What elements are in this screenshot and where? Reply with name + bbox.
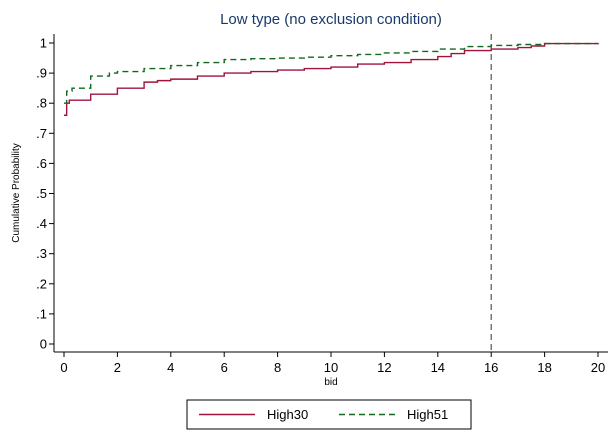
x-tick-label: 10 bbox=[324, 360, 338, 375]
legend: High30 High51 bbox=[186, 399, 472, 430]
x-tick-label: 0 bbox=[60, 360, 67, 375]
y-tick-label: .1 bbox=[36, 306, 47, 321]
x-tick-label: 12 bbox=[377, 360, 391, 375]
y-tick-label: .2 bbox=[36, 276, 47, 291]
x-tick-label: 16 bbox=[484, 360, 498, 375]
y-tick-label: .4 bbox=[36, 216, 47, 231]
y-tick-label: .5 bbox=[36, 186, 47, 201]
series-line-high51 bbox=[64, 42, 599, 104]
y-tick-label: .6 bbox=[36, 156, 47, 171]
y-ticks: 0 .1 .2 .3 .4 .5 .6 .7 .8 .9 1 bbox=[36, 36, 54, 352]
y-tick-label: .9 bbox=[36, 66, 47, 81]
y-tick-label: 0 bbox=[40, 337, 47, 352]
x-tick-label: 2 bbox=[114, 360, 121, 375]
series-line-high30 bbox=[64, 42, 599, 116]
x-tick-label: 14 bbox=[431, 360, 445, 375]
y-tick-label: .3 bbox=[36, 246, 47, 261]
y-tick-label: 1 bbox=[40, 36, 47, 51]
x-tick-label: 18 bbox=[537, 360, 551, 375]
x-tick-label: 4 bbox=[167, 360, 174, 375]
x-tick-label: 6 bbox=[221, 360, 228, 375]
legend-label-high51: High51 bbox=[407, 407, 448, 422]
y-axis-title: Cumulative Probability bbox=[11, 143, 22, 243]
legend-label-high30: High30 bbox=[267, 407, 308, 422]
y-tick-label: .7 bbox=[36, 126, 47, 141]
x-tick-label: 8 bbox=[274, 360, 281, 375]
x-axis-title: bid bbox=[324, 377, 337, 388]
x-tick-label: 20 bbox=[591, 360, 605, 375]
x-ticks: 0 2 4 6 8 10 12 14 16 18 20 bbox=[60, 352, 605, 375]
plot-area bbox=[64, 34, 599, 352]
chart-title: Low type (no exclusion condition) bbox=[220, 11, 442, 28]
y-tick-label: .8 bbox=[36, 96, 47, 111]
